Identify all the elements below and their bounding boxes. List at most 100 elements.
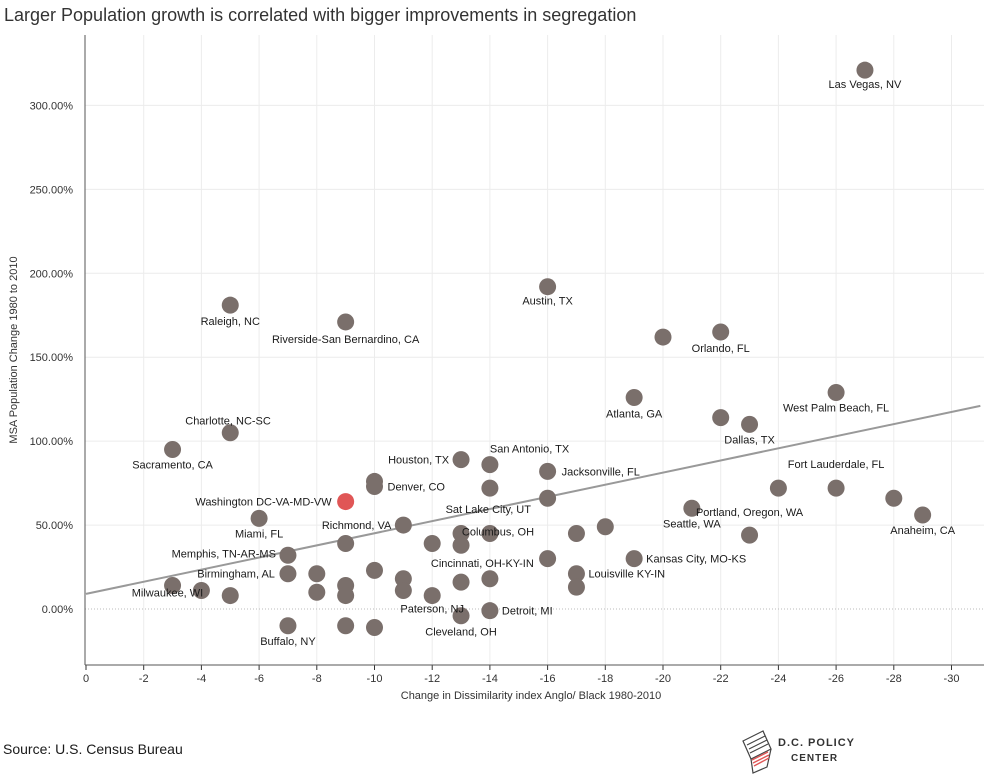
x-tick-label: -30	[944, 673, 960, 685]
point-label: Paterson, NJ	[400, 604, 464, 616]
point-label: Portland, Oregon, WA	[696, 507, 804, 519]
data-point	[539, 550, 557, 568]
y-axis-title: MSA Population Change 1980 to 2010	[8, 256, 20, 443]
y-tick-label: 250.00%	[30, 184, 74, 196]
point-label: Louisville KY-IN	[588, 569, 665, 581]
data-point	[394, 582, 412, 600]
data-point	[164, 576, 182, 594]
x-tick-label: -2	[139, 673, 149, 685]
data-point	[164, 441, 182, 459]
data-point	[827, 383, 845, 401]
y-tick-label: 50.00%	[36, 520, 74, 532]
y-tick-label: 200.00%	[30, 268, 74, 280]
data-point	[481, 456, 499, 474]
data-point	[250, 509, 268, 527]
chart-title: Larger Population growth is correlated w…	[4, 5, 637, 25]
data-point	[481, 602, 499, 620]
point-label: Columbus, OH	[462, 526, 534, 538]
x-tick-label: -4	[197, 673, 207, 685]
data-point	[539, 278, 557, 296]
x-tick-label: -16	[540, 673, 556, 685]
data-point-highlight	[337, 493, 355, 511]
x-tick-label: -24	[770, 673, 786, 685]
point-label: Birmingham, AL	[197, 569, 275, 581]
data-point	[366, 561, 383, 579]
data-point	[596, 518, 614, 536]
data-point	[769, 479, 787, 497]
data-point	[308, 565, 326, 583]
x-tick-label: -22	[713, 673, 729, 685]
point-label: Fort Lauderdale, FL	[788, 459, 885, 471]
x-tick-label: -8	[312, 673, 322, 685]
data-point	[452, 573, 470, 591]
point-label: Houston, TX	[388, 455, 450, 467]
logo-text-line2: CENTER	[791, 753, 839, 764]
data-point	[279, 546, 297, 564]
data-point	[741, 526, 759, 544]
trend-line	[85, 404, 981, 595]
point-label: Denver, CO	[388, 481, 446, 493]
data-point	[567, 524, 585, 542]
data-point	[625, 388, 643, 406]
point-label: Seattle, WA	[663, 518, 721, 530]
data-point	[539, 462, 557, 480]
point-label: Raleigh, NC	[201, 316, 260, 328]
data-point	[221, 587, 239, 605]
data-point	[337, 617, 355, 635]
data-point	[394, 516, 412, 534]
data-point	[366, 618, 383, 636]
x-tick-label: -20	[655, 673, 671, 685]
point-label: Sacramento, CA	[132, 460, 213, 472]
logo-text-line1: D.C. POLICY	[778, 737, 856, 749]
data-point	[481, 570, 499, 588]
data-point	[741, 415, 759, 433]
source-note: Source: U.S. Census Bureau	[3, 741, 183, 757]
point-label: Washington DC-VA-MD-VW	[195, 497, 332, 509]
point-label: Cleveland, OH	[425, 627, 497, 639]
point-label: Cincinnati, OH-KY-IN	[431, 558, 534, 570]
point-label: Anaheim, CA	[890, 525, 955, 537]
data-point	[308, 583, 326, 601]
point-label: West Palm Beach, FL	[783, 402, 889, 414]
point-label: Memphis, TN-AR-MS	[172, 548, 276, 560]
x-tick-label: -26	[828, 673, 844, 685]
grid-lines	[85, 35, 984, 665]
x-tick-label: -12	[424, 673, 440, 685]
point-label: Richmond, VA	[322, 520, 392, 532]
dc-building-icon	[742, 730, 772, 774]
data-point	[423, 587, 441, 605]
point-label: Detroit, MI	[502, 606, 553, 618]
point-label: Atlanta, GA	[606, 408, 663, 420]
data-point	[625, 550, 643, 568]
data-point	[279, 617, 297, 635]
data-point	[452, 451, 470, 469]
point-label: Riverside-San Bernardino, CA	[272, 334, 420, 346]
y-tick-label: 0.00%	[42, 604, 73, 616]
data-point	[452, 524, 470, 542]
data-point	[221, 424, 239, 442]
axes: 0 -2 -4 -6 -8 -10 -12 -14 -16 -18 -20 -22 -24 -26 -28 -…	[30, 35, 984, 685]
point-label: Sat Lake City, UT	[446, 504, 532, 516]
data-point	[712, 409, 730, 427]
data-point	[394, 570, 412, 588]
point-label: Charlotte, NC-SC	[185, 416, 271, 428]
data-point	[856, 61, 874, 79]
point-labels: Las Vegas, NV Austin, TX Raleigh, NC Rivers…	[132, 79, 956, 648]
x-tick-label: -10	[367, 673, 383, 685]
point-label: Milwaukee, WI	[132, 588, 204, 600]
data-point	[567, 565, 585, 583]
data-point	[221, 296, 239, 314]
point-label: Jacksonville, FL	[562, 466, 640, 478]
data-point	[654, 328, 672, 346]
data-point	[481, 524, 499, 542]
dc-policy-center-logo: D.C. POLICY CENTER	[737, 727, 857, 777]
data-point	[481, 479, 499, 497]
data-point	[914, 506, 932, 524]
data-point	[366, 477, 383, 495]
point-label: Las Vegas, NV	[829, 79, 902, 91]
point-label: Kansas City, MO-KS	[646, 554, 746, 566]
x-axis-title: Change in Dissimilarity index Anglo/ Bla…	[401, 690, 661, 702]
point-label: Buffalo, NY	[260, 636, 316, 648]
x-tick-label: -6	[254, 673, 264, 685]
data-point	[712, 323, 730, 341]
